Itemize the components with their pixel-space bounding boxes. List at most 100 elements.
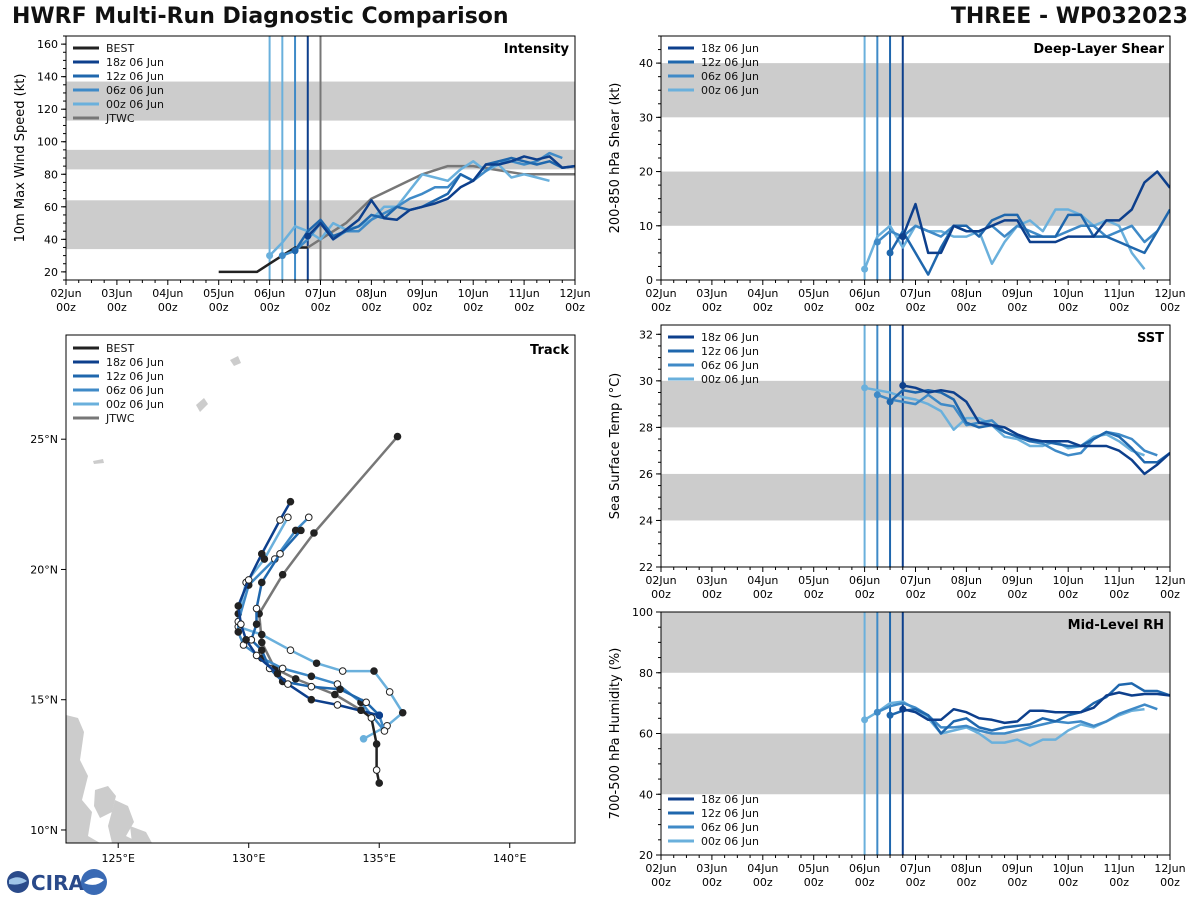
x-tick-label-hour: 00z (804, 301, 824, 314)
intensity-series (218, 151, 575, 274)
x-tick-label-hour: 00z (514, 301, 534, 314)
track-point (393, 432, 402, 441)
x-tick-label-hour: 00z (158, 301, 178, 314)
x-tick-label-date: 08Jun (951, 287, 982, 300)
x-tick-label-hour: 00z (107, 301, 127, 314)
x-tick-label-hour: 00z (855, 301, 875, 314)
x-tick-label-hour: 00z (1109, 301, 1129, 314)
panel-label: Intensity (504, 42, 570, 57)
x-tick-label-date: 12Jun (1154, 574, 1185, 587)
series-line (306, 155, 575, 241)
y-tick-label: 40 (639, 788, 653, 801)
track-series (234, 432, 407, 787)
legend-label: 12z 06 Jun (701, 345, 759, 358)
track-point (242, 636, 250, 644)
y-tick-label: 22 (639, 561, 653, 574)
x-tick-label-hour: 00z (463, 301, 483, 314)
legend-label: 18z 06 Jun (106, 356, 164, 369)
x-tick-label-date: 03Jun (101, 287, 132, 300)
y-tick-label: 20 (44, 266, 58, 279)
x-tick-label-date: 10Jun (1053, 862, 1084, 875)
figure-title: HWRF Multi-Run Diagnostic Comparison (12, 4, 509, 29)
threshold-band (661, 733, 1170, 795)
x-tick-label-date: 02Jun (50, 287, 81, 300)
series-start-point (873, 708, 881, 716)
x-tick-label-hour: 00z (804, 876, 824, 889)
y-tick-label: 28 (639, 421, 653, 434)
track-point (278, 664, 287, 673)
x-tick-label-hour: 00z (1007, 301, 1027, 314)
y-tick-label: 60 (44, 201, 58, 214)
x-tick-label-hour: 00z (906, 301, 926, 314)
x-tick-label-hour: 00z (260, 301, 280, 314)
landmass (94, 786, 116, 818)
x-tick-label-date: 07Jun (900, 862, 931, 875)
y-tick-label: 100 (37, 136, 58, 149)
y-tick-label: 25°N (30, 433, 58, 446)
x-tick-label-date: 02Jun (645, 862, 676, 875)
y-tick-label: 30 (639, 111, 653, 124)
legend-label: 12z 06 Jun (701, 56, 759, 69)
legend-label: BEST (106, 42, 134, 55)
x-tick-label-hour: 00z (1007, 876, 1027, 889)
track-point (359, 734, 368, 743)
track-point (276, 516, 284, 524)
track-point (357, 706, 365, 714)
track-point (362, 698, 370, 707)
landmass (108, 800, 140, 843)
legend-label: 00z 06 Jun (106, 398, 164, 411)
x-tick-label-date: 07Jun (900, 287, 931, 300)
track-point (333, 701, 342, 709)
y-tick-label: 60 (639, 728, 653, 741)
x-tick-label-hour: 00z (906, 876, 926, 889)
legend-label: 12z 06 Jun (106, 70, 164, 83)
x-tick-label: 125°E (101, 852, 134, 865)
x-tick-label-hour: 00z (1058, 876, 1078, 889)
track-point (252, 651, 261, 660)
track-point (370, 667, 378, 675)
x-tick-label-date: 02Jun (645, 287, 676, 300)
y-tick-label: 0 (646, 274, 653, 287)
x-tick-label-date: 11Jun (1104, 574, 1135, 587)
legend-label: 00z 06 Jun (701, 835, 759, 848)
track-point (338, 667, 347, 675)
x-tick-label-hour: 00z (412, 301, 432, 314)
x-tick-label-date: 04Jun (747, 862, 778, 875)
x-tick-label-date: 10Jun (1053, 574, 1084, 587)
y-tick-label: 40 (44, 233, 58, 246)
series-line (268, 160, 550, 257)
x-tick-label-date: 06Jun (849, 287, 880, 300)
x-tick-label-date: 12Jun (1154, 287, 1185, 300)
x-tick-label-date: 03Jun (696, 574, 727, 587)
legend-label: 00z 06 Jun (106, 98, 164, 111)
x-tick-label-hour: 00z (651, 588, 671, 601)
x-tick-label-hour: 00z (753, 588, 773, 601)
y-tick-label: 32 (639, 328, 653, 341)
series-start-point (886, 711, 894, 719)
globe-swirl (9, 877, 27, 885)
y-axis-label: 10m Max Wind Speed (kt) (13, 74, 28, 243)
x-tick-label-date: 11Jun (1104, 287, 1135, 300)
x-tick-label-hour: 00z (753, 301, 773, 314)
series-start-point (886, 398, 894, 406)
x-tick-label-date: 05Jun (798, 287, 829, 300)
series-line (863, 208, 1146, 270)
x-tick-label-date: 04Jun (152, 287, 183, 300)
cira-logo: CIRA (7, 869, 107, 895)
series-start-point (266, 252, 274, 260)
x-tick-label-hour: 00z (651, 301, 671, 314)
series-line (901, 170, 1170, 255)
x-tick-label-hour: 00z (1109, 588, 1129, 601)
y-tick-label: 80 (639, 667, 653, 680)
track-point (331, 690, 339, 699)
series-start-point (861, 265, 869, 273)
legend-label: 18z 06 Jun (701, 42, 759, 55)
y-axis-label: Sea Surface Temp (°C) (608, 373, 623, 520)
x-tick-label-date: 09Jun (1002, 287, 1033, 300)
x-tick-label-hour: 00z (753, 876, 773, 889)
threshold-band (661, 171, 1170, 226)
x-tick-label-date: 02Jun (645, 574, 676, 587)
threshold-band (661, 612, 1170, 673)
track-point (257, 550, 266, 558)
series-start-point (304, 232, 312, 240)
